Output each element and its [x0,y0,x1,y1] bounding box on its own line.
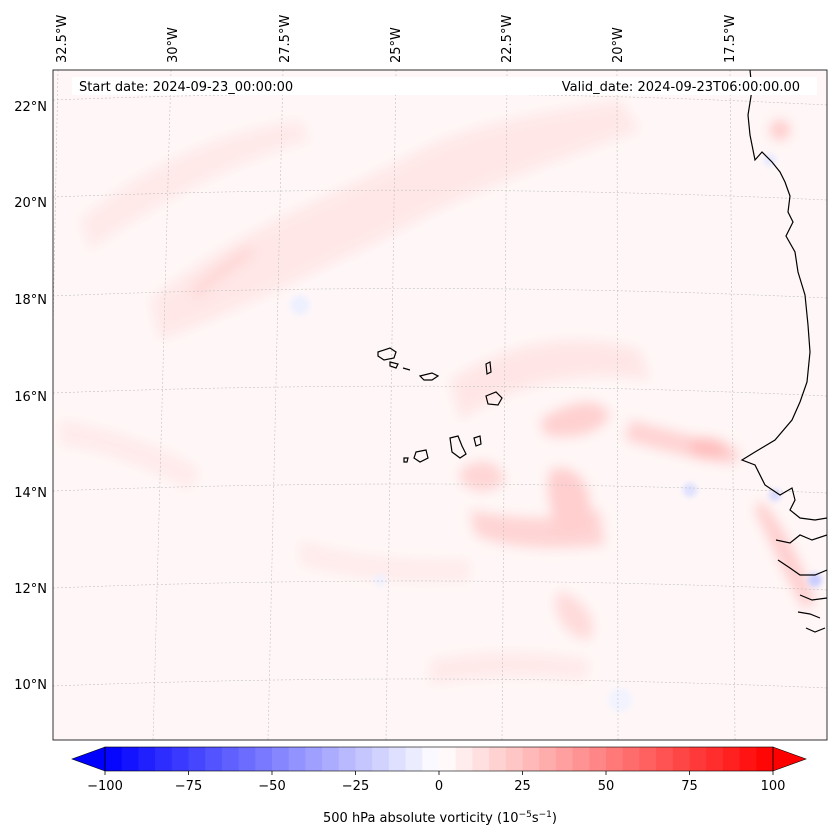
lon-label: 27.5°W [278,15,293,63]
colorbar-cell [121,747,139,771]
colorbar-cell [689,747,707,771]
colorbar-cell [622,747,640,771]
lat-label: 10°N [14,678,47,693]
colorbar-cell [606,747,624,771]
colorbar-tick-label: −25 [342,779,369,794]
colorbar: −100 −75 −50 −25 0 25 50 75 100 500 hPa absolute… [71,746,807,826]
colorbar-cell [188,747,206,771]
colorbar-tick-label: −100 [87,779,123,794]
colorbar-cell [255,747,273,771]
colorbar-cell [155,747,173,771]
start-date-label: Start date: 2024-09-23_00:00:00 [79,80,293,95]
colorbar-ticks: −100 −75 −50 −25 0 25 50 75 100 [87,771,785,794]
colorbar-cell [238,747,256,771]
lat-label: 22°N [14,100,47,115]
colorbar-cell [355,747,373,771]
colorbar-cell [455,747,473,771]
colorbar-cell [138,747,156,771]
colorbar-cell [405,747,423,771]
africa-coastline [740,70,827,633]
colorbar-cells [105,747,774,771]
colorbar-cell [338,747,356,771]
colorbar-cell [322,747,340,771]
colorbar-cell [656,747,674,771]
colorbar-tick-label: −75 [175,779,202,794]
lon-label: 30°W [166,27,181,63]
colorbar-cell [288,747,306,771]
colorbar-cell [422,747,440,771]
colorbar-cell [572,747,590,771]
colorbar-min-arrow [71,746,106,772]
longitude-labels: 32.5°W 30°W 27.5°W 25°W 22.5°W 20°W 17.5… [55,15,738,63]
lon-label: 20°W [611,27,626,63]
colorbar-cell [706,747,724,771]
map-frame [52,69,828,741]
colorbar-cell [639,747,657,771]
colorbar-cell [489,747,507,771]
colorbar-cell [756,747,774,771]
valid-date-label: Valid_date: 2024-09-23T06:00:00.00 [562,80,800,95]
lon-label: 25°W [389,27,404,63]
lon-label: 17.5°W [723,15,738,63]
colorbar-cell [221,747,240,771]
colorbar-cell [388,747,407,771]
start-date-box [72,77,817,95]
lat-label: 12°N [14,582,47,597]
lat-label: 14°N [14,486,47,501]
colorbar-cell [522,747,540,771]
lat-label: 20°N [14,196,47,211]
colorbar-tick-label: −50 [258,779,285,794]
colorbar-cell [505,747,523,771]
colorbar-cell [722,747,741,771]
colorbar-cell [589,747,607,771]
colorbar-tick-label: 25 [514,779,531,794]
colorbar-cell [272,747,290,771]
lat-label: 18°N [14,293,47,308]
lon-label: 22.5°W [500,15,515,63]
colorbar-cell [439,747,457,771]
cape-verde-islands [377,347,503,463]
map-panel: Start date: 2024-09-23_00:00:00 Valid_da… [52,69,828,741]
colorbar-cell [205,747,223,771]
colorbar-cell [672,747,690,771]
colorbar-tick-label: 0 [435,779,443,794]
colorbar-tick-label: 100 [761,779,786,794]
colorbar-cell [555,747,574,771]
lat-label: 16°N [14,390,47,405]
lon-label: 32.5°W [55,15,70,63]
colorbar-cell [472,747,490,771]
colorbar-cell [739,747,757,771]
colorbar-cell [305,747,323,771]
colorbar-tick-label: 50 [598,779,615,794]
colorbar-tick-label: 75 [681,779,698,794]
colorbar-max-arrow [772,746,807,772]
colorbar-cell [539,747,557,771]
latitude-labels: 22°N 20°N 18°N 16°N 14°N 12°N 10°N [14,100,47,693]
colorbar-label: 500 hPa absolute vorticity (10−5s−1) [323,810,557,826]
colorbar-cell [372,747,390,771]
colorbar-cell [171,747,189,771]
coastlines [377,70,827,633]
colorbar-cell [105,747,123,771]
